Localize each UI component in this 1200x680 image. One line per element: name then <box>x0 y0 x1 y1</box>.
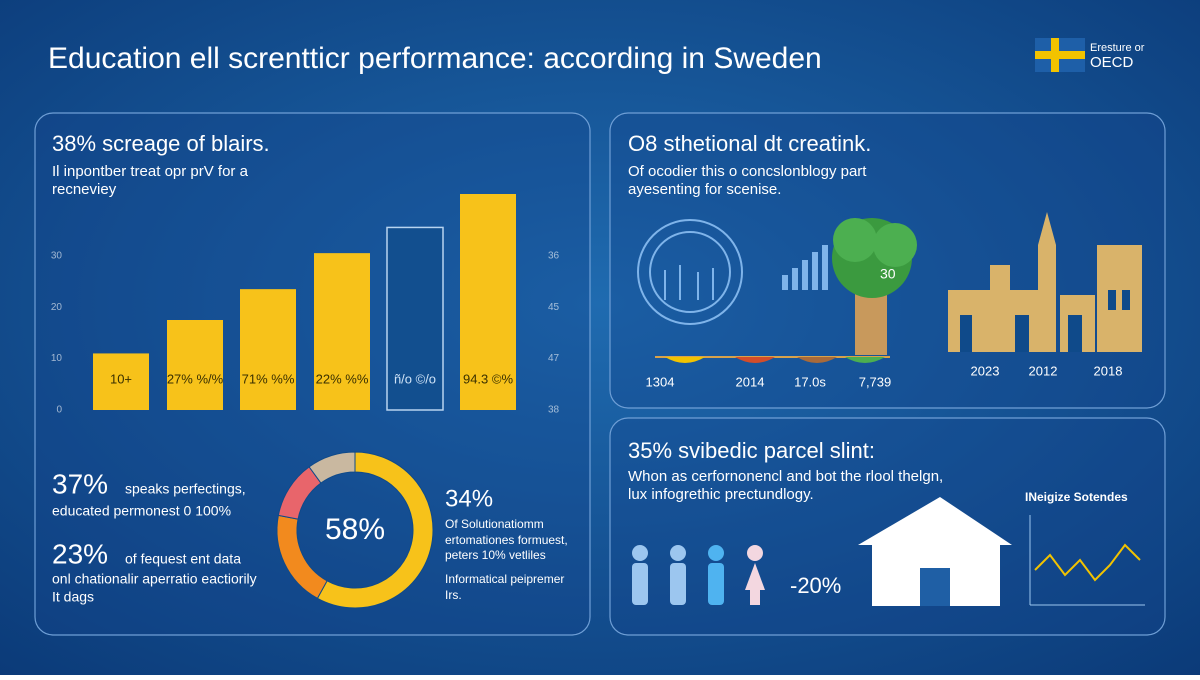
stat-value: 23% <box>52 538 108 569</box>
year-label: 2014 <box>736 374 765 389</box>
y-tick-label: 20 <box>51 302 63 313</box>
bar <box>460 194 516 410</box>
panel-subtitle: lux infogrethic prectundlogy. <box>628 486 814 503</box>
panel-heading: 38% screage of blairs. <box>52 131 270 156</box>
title: Education ell screntticr performance: ac… <box>48 42 822 75</box>
badge-line: Eresture or <box>1090 42 1145 54</box>
donut-center: 58% <box>325 513 385 546</box>
panel-subtitle: Whon as cerfornonencl and bot the rlool … <box>628 468 943 485</box>
bar-label: ñ/o ©/o <box>394 371 436 386</box>
bar <box>240 289 296 410</box>
year-label: 17.0s <box>794 374 826 389</box>
donut-segment <box>308 451 356 484</box>
panel-heading: O8 sthetional dt creatink. <box>628 131 871 156</box>
y-tick-label: 47 <box>548 353 560 364</box>
panel-subtitle: ayesenting for scenise. <box>628 181 781 198</box>
people <box>632 545 765 605</box>
mini-chart <box>782 245 828 290</box>
bar-label: 94.3 ©% <box>463 371 513 386</box>
stat-note: Irs. <box>445 588 462 602</box>
bar-label: 10+ <box>110 371 132 386</box>
stat-detail: onl chationalir aperratio eactiorily <box>52 571 257 587</box>
stat-value: 34% <box>445 485 493 512</box>
year-label: 7,739 <box>859 374 892 389</box>
chart-title: INeigize Sotendes <box>1025 490 1128 504</box>
stat-detail: Of Solutionatiomm <box>445 517 544 531</box>
year-label: 2018 <box>1094 363 1123 378</box>
bar <box>314 253 370 410</box>
y-tick-label: 10 <box>51 353 63 364</box>
panel-subtitle: recneviey <box>52 181 117 198</box>
panel-subtitle: Of ocodier this o concslonblogy part <box>628 163 867 180</box>
panel-subtitle: Il inpontber treat opr prV for a <box>52 163 249 180</box>
tree <box>832 218 917 355</box>
y-tick-label: 38 <box>548 405 560 416</box>
change-value: -20% <box>790 573 841 598</box>
stat-note: Informatical peipremer <box>445 572 564 586</box>
flag <box>1035 38 1085 72</box>
bar-label: 71% %% <box>242 371 295 386</box>
year-label: 1304 <box>646 374 675 389</box>
bar <box>386 226 444 411</box>
stat-detail: ertomationes formuest, <box>445 533 568 547</box>
y-tick-label: 30 <box>51 250 63 261</box>
stat-detail: educated permonest 0 100% <box>52 503 231 519</box>
year-label: 2012 <box>1029 363 1058 378</box>
tree-label: 30 <box>880 266 896 282</box>
stat-label: of fequest ent data <box>125 551 241 567</box>
house <box>858 497 1012 606</box>
panel-heading: 35% svibedic parcel slint: <box>628 438 875 463</box>
bar-label: 27% %/% <box>167 371 224 386</box>
stat-value: 37% <box>52 468 108 499</box>
stat-detail: It dags <box>52 589 94 605</box>
bar <box>167 320 223 410</box>
y-tick-label: 36 <box>548 250 560 261</box>
timeline <box>655 356 890 363</box>
panel <box>34 112 591 636</box>
bar-label: 22% %% <box>316 371 369 386</box>
y-tick-label: 45 <box>548 302 560 313</box>
stat-detail: peters 10% vetliles <box>445 548 546 562</box>
donut-segment <box>316 451 434 609</box>
emblem <box>637 219 743 325</box>
mini-line-chart <box>1029 515 1145 606</box>
y-tick-label: 0 <box>56 405 62 416</box>
badge-line: OECD <box>1090 54 1134 71</box>
buildings <box>948 212 1142 352</box>
bar <box>93 353 149 410</box>
stat-label: speaks perfectings, <box>125 481 246 497</box>
year-label: 2023 <box>971 363 1000 378</box>
